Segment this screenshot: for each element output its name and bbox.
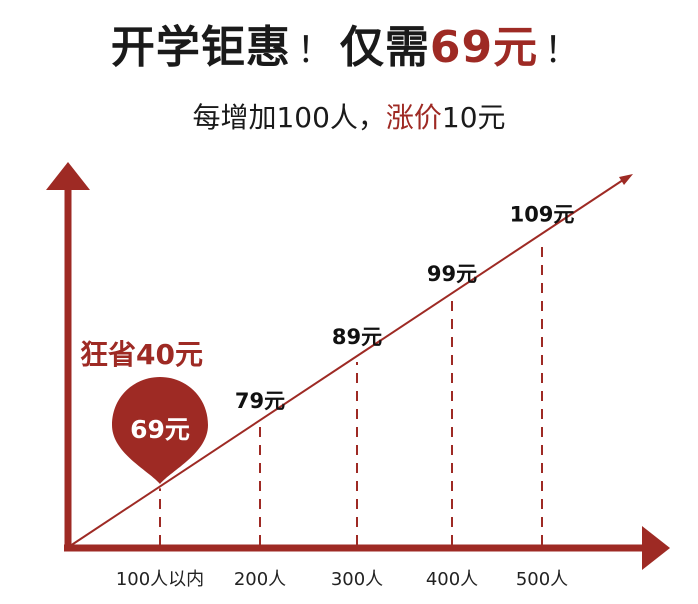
bubble-shape [112, 377, 208, 484]
subheadline-accent: 涨价 [385, 101, 442, 134]
price-point-label: 99元 [427, 262, 477, 286]
subheadline-part1: 每增加100人， [192, 101, 386, 134]
subheadline: 每增加100人，涨价10元 [0, 98, 698, 138]
price-point-label: 89元 [332, 325, 382, 349]
headline-part2: 仅需 [339, 22, 430, 73]
x-tick-label: 300人 [331, 569, 383, 590]
headline-bang-2: ！ [544, 30, 582, 71]
x-tick-label: 100人以内 [116, 569, 204, 590]
headline: 开学钜惠！仅需69元！ [0, 18, 698, 81]
price-point-label: 109元 [510, 203, 575, 227]
subheadline-part2: 10元 [441, 101, 506, 134]
x-tick-label: 200人 [234, 569, 286, 590]
trend-arrow-icon [619, 174, 633, 185]
savings-label: 狂省40元 [80, 338, 203, 371]
y-axis-arrow-icon [46, 162, 90, 190]
x-axis-arrow-icon [642, 526, 670, 570]
price-bubble: 69元 [112, 377, 208, 484]
chart-marks: 100人以内 200人 79元 300人 89元 400人 99元 500人 109元 [116, 203, 575, 590]
price-point-label: 79元 [235, 389, 285, 413]
headline-price: 69元 [429, 22, 539, 73]
headline-part1: 开学钜惠 [110, 22, 291, 73]
x-tick-label: 400人 [426, 569, 478, 590]
headline-bang-1: ！ [296, 30, 334, 71]
bubble-price-label: 69元 [130, 415, 190, 444]
x-tick-label: 500人 [516, 569, 568, 590]
trend-line [69, 177, 627, 547]
